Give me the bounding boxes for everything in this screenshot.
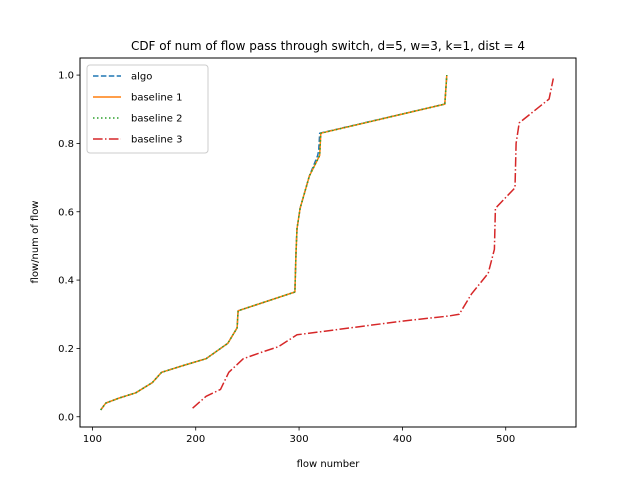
x-axis-label: flow number bbox=[297, 459, 361, 470]
legend-label: algo bbox=[131, 72, 152, 83]
x-tick-label: 400 bbox=[393, 434, 412, 445]
legend-label: baseline 1 bbox=[131, 93, 182, 104]
y-tick-label: 0.2 bbox=[58, 344, 74, 355]
y-tick-label: 1.0 bbox=[58, 71, 74, 82]
y-tick-label: 0.6 bbox=[58, 207, 74, 218]
legend: algo baseline 1 baseline 2 baseline 3 bbox=[86, 64, 209, 154]
legend-box bbox=[86, 64, 209, 154]
series-line-2 bbox=[100, 75, 448, 411]
legend-label: baseline 3 bbox=[131, 135, 182, 146]
y-axis-label: flow/num of flow bbox=[30, 201, 41, 284]
y-axis: 0.0 0.2 0.4 0.6 0.8 1.0 bbox=[58, 71, 80, 423]
series-line-3 bbox=[192, 78, 555, 409]
y-tick-label: 0.8 bbox=[58, 139, 74, 150]
y-tick-label: 0.0 bbox=[58, 412, 74, 423]
chart-title: CDF of num of flow pass through switch, … bbox=[131, 39, 525, 53]
x-axis: 100 200 300 400 500 bbox=[83, 427, 515, 445]
plot-frame bbox=[79, 57, 577, 428]
y-tick-label: 0.4 bbox=[58, 276, 74, 287]
x-tick-label: 300 bbox=[290, 434, 309, 445]
legend-label: baseline 2 bbox=[131, 114, 182, 125]
plot-lines bbox=[100, 75, 555, 411]
x-tick-label: 100 bbox=[83, 434, 102, 445]
x-tick-label: 500 bbox=[496, 434, 515, 445]
x-tick-label: 200 bbox=[186, 434, 205, 445]
